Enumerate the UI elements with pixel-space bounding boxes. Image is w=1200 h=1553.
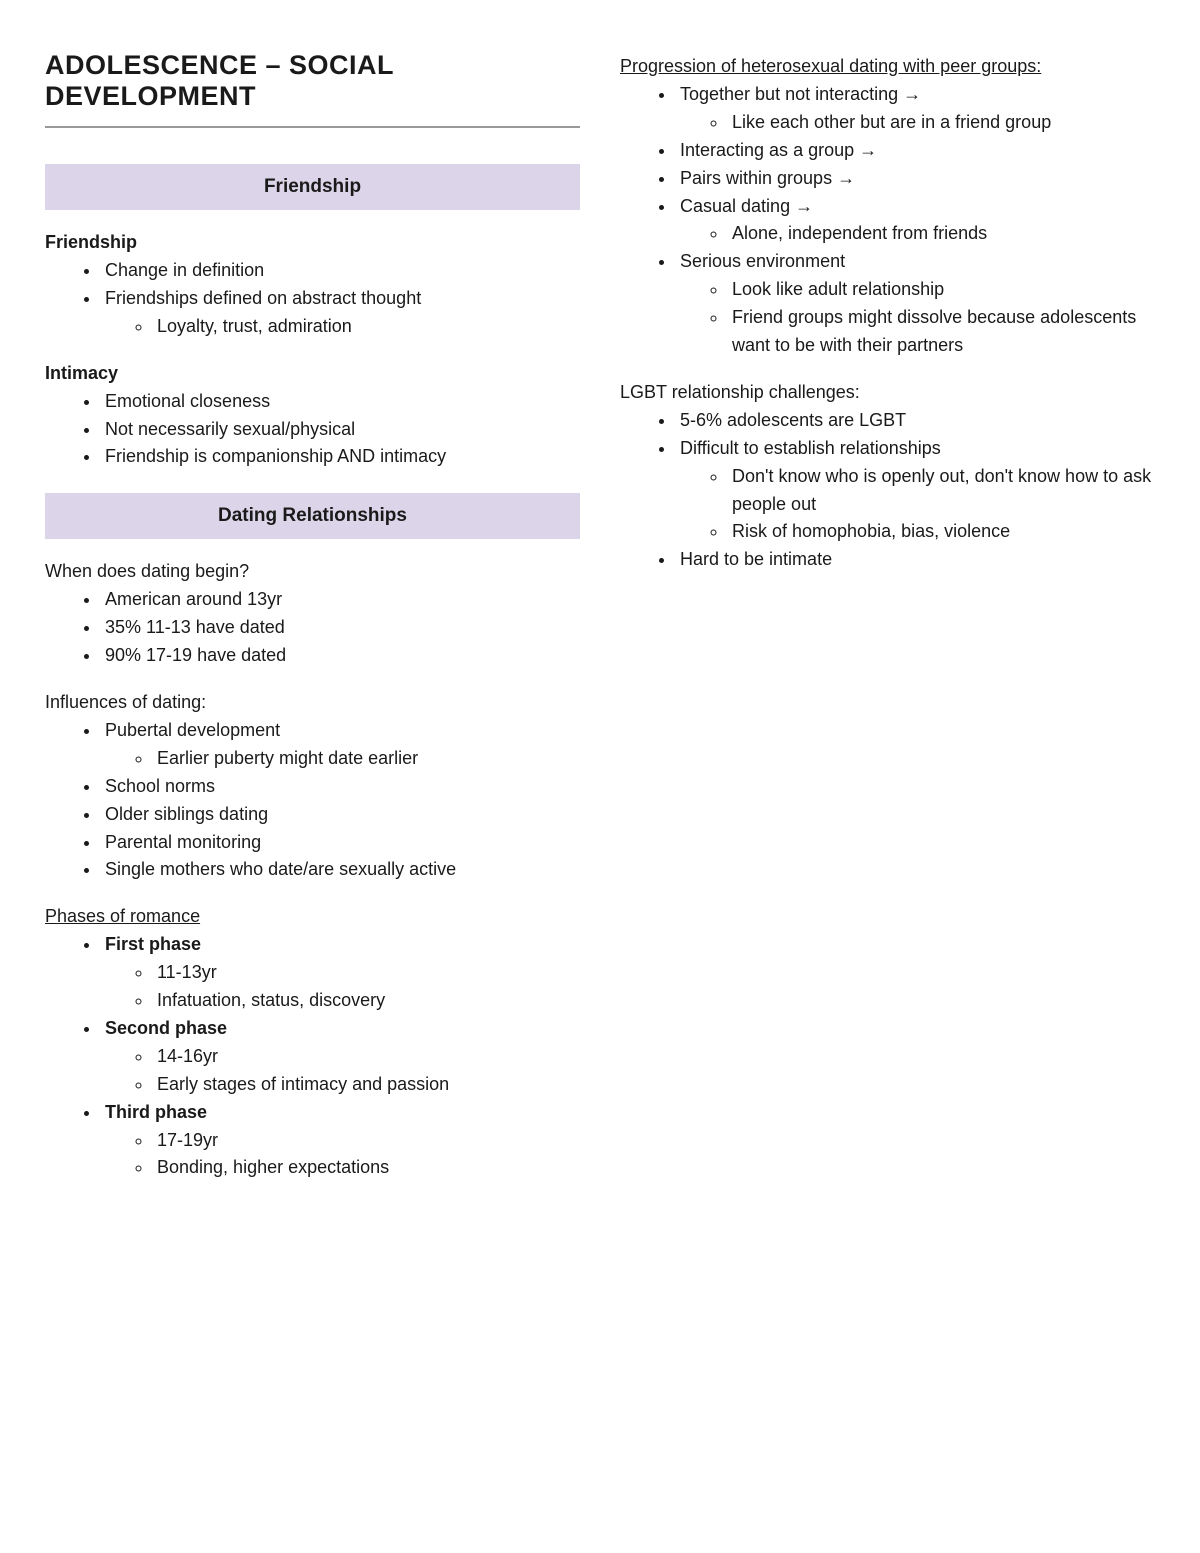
section-header-dating: Dating Relationships <box>45 493 580 539</box>
sub-item: Infatuation, status, discovery <box>153 987 580 1015</box>
sub-list: Don't know who is openly out, don't know… <box>680 463 1155 547</box>
sub-list: Earlier puberty might date earlier <box>105 745 580 773</box>
sub-item: Like each other but are in a friend grou… <box>728 109 1155 137</box>
list-item: 90% 17-19 have dated <box>101 642 580 670</box>
title-rule <box>45 126 580 128</box>
list-item: Difficult to establish relationships Don… <box>676 435 1155 547</box>
sub-list: Alone, independent from friends <box>680 220 1155 248</box>
progression-list: Together but not interacting → Like each… <box>620 81 1155 360</box>
sub-item: 11-13yr <box>153 959 580 987</box>
list-item: 35% 11-13 have dated <box>101 614 580 642</box>
page-title: ADOLESCENCE – SOCIAL DEVELOPMENT <box>45 50 580 112</box>
list-item: Single mothers who date/are sexually act… <box>101 856 580 884</box>
list-item: Parental monitoring <box>101 829 580 857</box>
lgbt-heading: LGBT relationship challenges: <box>620 382 1155 403</box>
friendship-block: Friendship Change in definition Friendsh… <box>45 232 580 341</box>
influences-block: Influences of dating: Pubertal developme… <box>45 692 580 884</box>
left-column: ADOLESCENCE – SOCIAL DEVELOPMENT Friends… <box>45 50 580 1204</box>
list-item: Pairs within groups → <box>676 165 1155 193</box>
sub-item: Early stages of intimacy and passion <box>153 1071 580 1099</box>
dating-begin-list: American around 13yr 35% 11-13 have date… <box>45 586 580 670</box>
list-item-text: Friendships defined on abstract thought <box>105 288 421 308</box>
list-item-text: Casual dating → <box>680 196 813 216</box>
lgbt-list: 5-6% adolescents are LGBT Difficult to e… <box>620 407 1155 574</box>
sub-item: Loyalty, trust, admiration <box>153 313 580 341</box>
list-item: Together but not interacting → Like each… <box>676 81 1155 137</box>
influences-list: Pubertal development Earlier puberty mig… <box>45 717 580 884</box>
list-item: Second phase 14-16yr Early stages of int… <box>101 1015 580 1099</box>
sub-item: Friend groups might dissolve because ado… <box>728 304 1155 360</box>
friendship-list: Change in definition Friendships defined… <box>45 257 580 341</box>
list-item: Hard to be intimate <box>676 546 1155 574</box>
right-column: Progression of heterosexual dating with … <box>620 50 1155 1204</box>
sub-item: Bonding, higher expectations <box>153 1154 580 1182</box>
influences-heading: Influences of dating: <box>45 692 580 713</box>
dating-begin-heading: When does dating begin? <box>45 561 580 582</box>
sub-item: Earlier puberty might date earlier <box>153 745 580 773</box>
list-item: Change in definition <box>101 257 580 285</box>
friendship-heading: Friendship <box>45 232 580 253</box>
intimacy-list: Emotional closeness Not necessarily sexu… <box>45 388 580 472</box>
list-item: Third phase 17-19yr Bonding, higher expe… <box>101 1099 580 1183</box>
list-item-text: Second phase <box>105 1018 227 1038</box>
sub-item: 17-19yr <box>153 1127 580 1155</box>
list-item-text: Pubertal development <box>105 720 280 740</box>
sub-list: Look like adult relationship Friend grou… <box>680 276 1155 360</box>
sub-list: Like each other but are in a friend grou… <box>680 109 1155 137</box>
list-item: Casual dating → Alone, independent from … <box>676 193 1155 249</box>
sub-list: 11-13yr Infatuation, status, discovery <box>105 959 580 1015</box>
list-item: First phase 11-13yr Infatuation, status,… <box>101 931 580 1015</box>
intimacy-heading: Intimacy <box>45 363 580 384</box>
progression-block: Progression of heterosexual dating with … <box>620 56 1155 360</box>
list-item-text: Together but not interacting → <box>680 84 921 104</box>
sub-list: Loyalty, trust, admiration <box>105 313 580 341</box>
sub-item: Look like adult relationship <box>728 276 1155 304</box>
list-item: 5-6% adolescents are LGBT <box>676 407 1155 435</box>
phases-block: Phases of romance First phase 11-13yr In… <box>45 906 580 1182</box>
sub-item: Alone, independent from friends <box>728 220 1155 248</box>
section-header-friendship: Friendship <box>45 164 580 210</box>
sub-item: Risk of homophobia, bias, violence <box>728 518 1155 546</box>
list-item: Older siblings dating <box>101 801 580 829</box>
list-item-text: Difficult to establish relationships <box>680 438 941 458</box>
document-columns: ADOLESCENCE – SOCIAL DEVELOPMENT Friends… <box>45 50 1155 1204</box>
list-item-text: First phase <box>105 934 201 954</box>
list-item: Emotional closeness <box>101 388 580 416</box>
sub-list: 14-16yr Early stages of intimacy and pas… <box>105 1043 580 1099</box>
intimacy-block: Intimacy Emotional closeness Not necessa… <box>45 363 580 472</box>
sub-list: 17-19yr Bonding, higher expectations <box>105 1127 580 1183</box>
list-item-text: Third phase <box>105 1102 207 1122</box>
list-item: School norms <box>101 773 580 801</box>
sub-item: 14-16yr <box>153 1043 580 1071</box>
list-item-text: Serious environment <box>680 251 845 271</box>
lgbt-block: LGBT relationship challenges: 5-6% adole… <box>620 382 1155 574</box>
list-item: Not necessarily sexual/physical <box>101 416 580 444</box>
list-item: Friendship is companionship AND intimacy <box>101 443 580 471</box>
dating-begin-block: When does dating begin? American around … <box>45 561 580 670</box>
phases-list: First phase 11-13yr Infatuation, status,… <box>45 931 580 1182</box>
list-item: Serious environment Look like adult rela… <box>676 248 1155 360</box>
list-item: American around 13yr <box>101 586 580 614</box>
sub-item: Don't know who is openly out, don't know… <box>728 463 1155 519</box>
list-item: Friendships defined on abstract thought … <box>101 285 580 341</box>
phases-heading: Phases of romance <box>45 906 580 927</box>
progression-heading: Progression of heterosexual dating with … <box>620 56 1155 77</box>
list-item: Interacting as a group → <box>676 137 1155 165</box>
list-item: Pubertal development Earlier puberty mig… <box>101 717 580 773</box>
